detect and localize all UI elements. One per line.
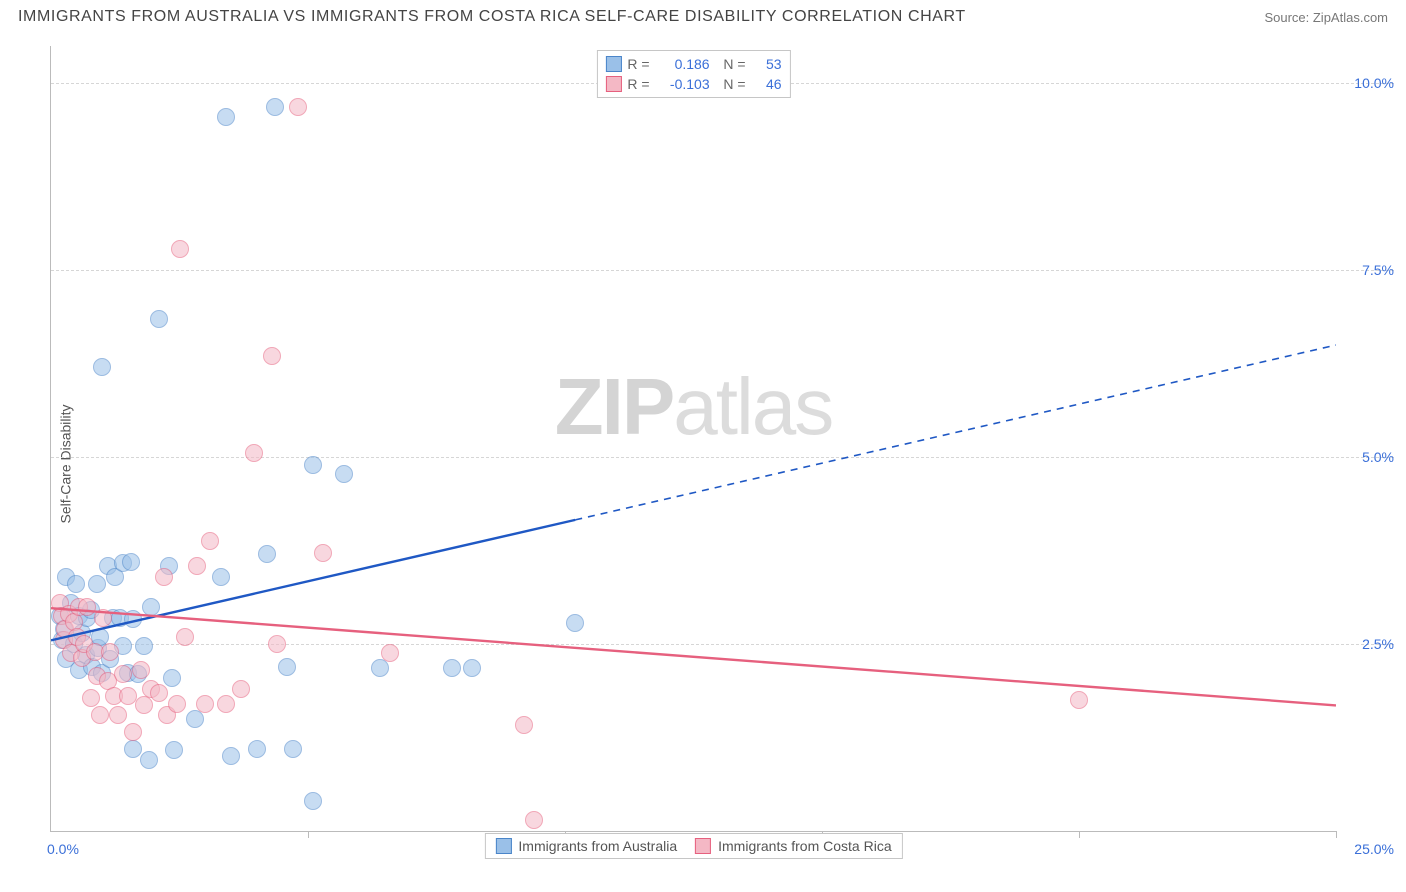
data-point xyxy=(289,98,307,116)
data-point xyxy=(78,598,96,616)
legend-item-b: Immigrants from Costa Rica xyxy=(695,838,891,854)
data-point xyxy=(109,706,127,724)
x-tick xyxy=(1079,831,1080,838)
plot-region: ZIPatlas R = 0.186 N = 53 R = -0.103 N =… xyxy=(50,46,1336,832)
data-point xyxy=(217,695,235,713)
data-point xyxy=(371,659,389,677)
n-value-a: 53 xyxy=(752,54,782,74)
data-point xyxy=(304,792,322,810)
data-point xyxy=(165,741,183,759)
correlation-legend: R = 0.186 N = 53 R = -0.103 N = 46 xyxy=(596,50,790,98)
legend-item-a: Immigrants from Australia xyxy=(495,838,677,854)
data-point xyxy=(304,456,322,474)
data-point xyxy=(88,575,106,593)
data-point xyxy=(515,716,533,734)
data-point xyxy=(124,740,142,758)
data-point xyxy=(135,696,153,714)
y-tick-label: 7.5% xyxy=(1340,262,1394,278)
x-tick xyxy=(1336,831,1337,838)
chart-title: IMMIGRANTS FROM AUSTRALIA VS IMMIGRANTS … xyxy=(18,8,966,26)
data-point xyxy=(94,609,112,627)
data-point xyxy=(114,665,132,683)
source-label: Source: ZipAtlas.com xyxy=(1264,10,1388,25)
data-point xyxy=(67,575,85,593)
data-point xyxy=(266,98,284,116)
swatch-series-b xyxy=(605,76,621,92)
data-point xyxy=(258,545,276,563)
data-point xyxy=(335,465,353,483)
r-value-a: 0.186 xyxy=(656,54,710,74)
data-point xyxy=(201,532,219,550)
data-point xyxy=(122,553,140,571)
legend-label-b: Immigrants from Costa Rica xyxy=(718,838,891,854)
n-label: N = xyxy=(716,54,746,74)
watermark-light: atlas xyxy=(673,362,832,451)
data-point xyxy=(525,811,543,829)
title-row: IMMIGRANTS FROM AUSTRALIA VS IMMIGRANTS … xyxy=(0,0,1406,30)
data-point xyxy=(212,568,230,586)
data-point xyxy=(82,689,100,707)
r-value-b: -0.103 xyxy=(656,74,710,94)
swatch-a-icon xyxy=(495,838,511,854)
gridline xyxy=(51,644,1394,645)
data-point xyxy=(463,659,481,677)
series-legend: Immigrants from Australia Immigrants fro… xyxy=(484,833,902,859)
chart-area: Self-Care Disability ZIPatlas R = 0.186 … xyxy=(0,36,1406,892)
data-point xyxy=(443,659,461,677)
data-point xyxy=(171,240,189,258)
data-point xyxy=(142,598,160,616)
data-point xyxy=(93,358,111,376)
swatch-series-a xyxy=(605,56,621,72)
r-label-2: R = xyxy=(627,74,649,94)
data-point xyxy=(278,658,296,676)
n-value-b: 46 xyxy=(752,74,782,94)
data-point xyxy=(150,310,168,328)
data-point xyxy=(124,610,142,628)
data-point xyxy=(140,751,158,769)
watermark-bold: ZIP xyxy=(555,362,673,451)
correlation-row-1: R = 0.186 N = 53 xyxy=(605,54,781,74)
y-tick-label: 2.5% xyxy=(1340,636,1394,652)
data-point xyxy=(217,108,235,126)
data-point xyxy=(188,557,206,575)
n-label-2: N = xyxy=(716,74,746,94)
watermark: ZIPatlas xyxy=(555,361,832,453)
data-point xyxy=(268,635,286,653)
data-point xyxy=(222,747,240,765)
x-tick xyxy=(308,831,309,838)
x-axis-origin-label: 0.0% xyxy=(47,841,79,857)
trend-lines-layer xyxy=(51,46,1336,831)
data-point xyxy=(91,706,109,724)
data-point xyxy=(132,661,150,679)
y-tick-label: 10.0% xyxy=(1340,75,1394,91)
r-label: R = xyxy=(627,54,649,74)
correlation-row-2: R = -0.103 N = 46 xyxy=(605,74,781,94)
data-point xyxy=(186,710,204,728)
y-tick-label: 5.0% xyxy=(1340,449,1394,465)
data-point xyxy=(263,347,281,365)
data-point xyxy=(248,740,266,758)
data-point xyxy=(163,669,181,687)
data-point xyxy=(566,614,584,632)
data-point xyxy=(155,568,173,586)
legend-label-a: Immigrants from Australia xyxy=(518,838,677,854)
data-point xyxy=(196,695,214,713)
data-point xyxy=(314,544,332,562)
swatch-b-icon xyxy=(695,838,711,854)
data-point xyxy=(135,637,153,655)
data-point xyxy=(168,695,186,713)
data-point xyxy=(124,723,142,741)
data-point xyxy=(150,684,168,702)
data-point xyxy=(176,628,194,646)
data-point xyxy=(232,680,250,698)
data-point xyxy=(284,740,302,758)
x-axis-max-label: 25.0% xyxy=(1354,841,1394,857)
data-point xyxy=(245,444,263,462)
data-point xyxy=(1070,691,1088,709)
data-point xyxy=(101,643,119,661)
data-point xyxy=(381,644,399,662)
gridline xyxy=(51,270,1394,271)
